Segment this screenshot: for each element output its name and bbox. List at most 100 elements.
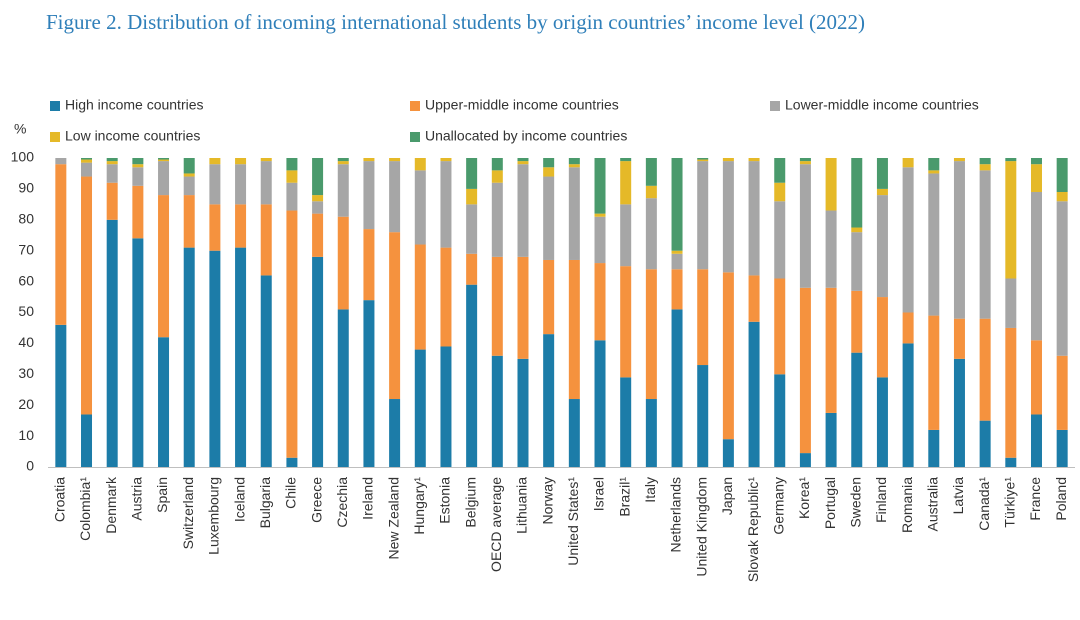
bar-segment — [81, 414, 93, 467]
y-tick-label: 40 — [18, 334, 34, 350]
bar-segment — [81, 159, 93, 163]
bar-segment — [158, 195, 170, 338]
bar-segment — [799, 453, 811, 467]
bar-segment — [594, 340, 606, 467]
x-tick-label: New Zealand — [385, 477, 401, 560]
bar-segment — [132, 238, 144, 467]
bar-segment — [1056, 158, 1068, 192]
bar-segment — [543, 158, 555, 168]
bar-segment — [440, 247, 452, 347]
bar-segment — [1030, 191, 1042, 341]
bar-segment — [158, 158, 170, 160]
bar-segment — [568, 167, 580, 260]
bar-segment — [851, 158, 863, 228]
bar-segment — [543, 334, 555, 467]
bar-segment — [286, 170, 298, 183]
bar-segment — [158, 337, 170, 467]
bar-segment — [389, 232, 401, 400]
bar-segment — [620, 377, 632, 467]
bar-segment — [363, 158, 375, 162]
x-tick-label: Chile — [283, 477, 299, 509]
bar-segment — [235, 204, 247, 248]
bar-segment — [825, 158, 837, 211]
bar-segment — [697, 161, 709, 270]
bar-segment — [260, 161, 272, 205]
bar-segment — [466, 158, 478, 189]
x-tick-label: Latvia — [950, 477, 966, 515]
bar-segment — [183, 173, 195, 177]
bar-segment — [132, 158, 144, 165]
bar-segment — [543, 167, 555, 177]
bar-segment — [774, 158, 786, 183]
bar-segment — [286, 182, 298, 211]
bar-segment — [440, 346, 452, 467]
bar-segment — [312, 256, 324, 467]
x-tick-label: Japan — [719, 477, 735, 515]
bar-segment — [594, 158, 606, 214]
bar-segment — [851, 290, 863, 353]
bar-segment — [953, 358, 965, 467]
bar-segment — [1056, 355, 1068, 430]
bar-segment — [697, 269, 709, 366]
bar-segment — [440, 158, 452, 162]
bar-segment — [491, 170, 503, 183]
bar-segment — [928, 170, 940, 174]
bar-segment — [132, 164, 144, 168]
bar-segment — [620, 266, 632, 378]
bar-segment — [620, 161, 632, 205]
bar-segment — [851, 227, 863, 233]
x-tick-label: Australia — [924, 477, 940, 532]
bar-segment — [620, 204, 632, 267]
bar-segment — [1005, 278, 1017, 328]
bar-segment — [517, 158, 529, 162]
bar-segment — [389, 161, 401, 233]
bar-segment — [517, 164, 529, 257]
bar-segment — [979, 158, 991, 165]
bar-segment — [1005, 161, 1017, 279]
bar-segment — [1030, 158, 1042, 165]
bar-segment — [645, 158, 657, 186]
legend-swatch — [410, 101, 420, 111]
x-tick-label: Netherlands — [668, 477, 684, 553]
bar-segment — [671, 158, 683, 251]
bar-segment — [183, 195, 195, 248]
bar-segment — [979, 318, 991, 421]
x-tick-label: Estonia — [437, 477, 453, 524]
bar-segment — [953, 318, 965, 359]
legend-swatch — [50, 132, 60, 142]
bar-segment — [55, 324, 67, 467]
x-tick-label: Hungary¹ — [411, 477, 427, 535]
x-tick-label: Norway — [539, 477, 555, 524]
bar-segment — [312, 201, 324, 214]
x-tick-label: Korea¹ — [796, 477, 812, 519]
bar-segment — [594, 216, 606, 264]
legend-label: Unallocated by income countries — [425, 128, 627, 144]
bar-segment — [1030, 164, 1042, 192]
bar-segment — [440, 161, 452, 248]
bar-segment — [81, 158, 93, 160]
bar-segment — [902, 158, 914, 168]
bar-segment — [1005, 158, 1017, 162]
bar-segment — [568, 164, 580, 168]
bar-segment — [748, 321, 760, 467]
bar-segment — [722, 439, 734, 467]
bar-segment — [876, 297, 888, 378]
bar-segment — [671, 309, 683, 467]
bar-segment — [337, 309, 349, 467]
bar-segment — [825, 210, 837, 288]
bar-segment — [979, 170, 991, 319]
bar-segment — [337, 158, 349, 162]
bar-segment — [851, 232, 863, 291]
bar-segment — [363, 300, 375, 467]
bar-segment — [928, 315, 940, 430]
bar-segment — [1056, 191, 1068, 202]
legend-label: Low income countries — [65, 128, 200, 144]
bar-segment — [414, 170, 426, 245]
bar-segment — [543, 176, 555, 260]
x-tick-label: Germany — [770, 477, 786, 535]
chart-title: Figure 2. Distribution of incoming inter… — [46, 10, 865, 34]
bar-segment — [902, 167, 914, 313]
bar-segment — [491, 182, 503, 257]
bar-segment — [543, 259, 555, 335]
bar-segment — [517, 161, 529, 165]
